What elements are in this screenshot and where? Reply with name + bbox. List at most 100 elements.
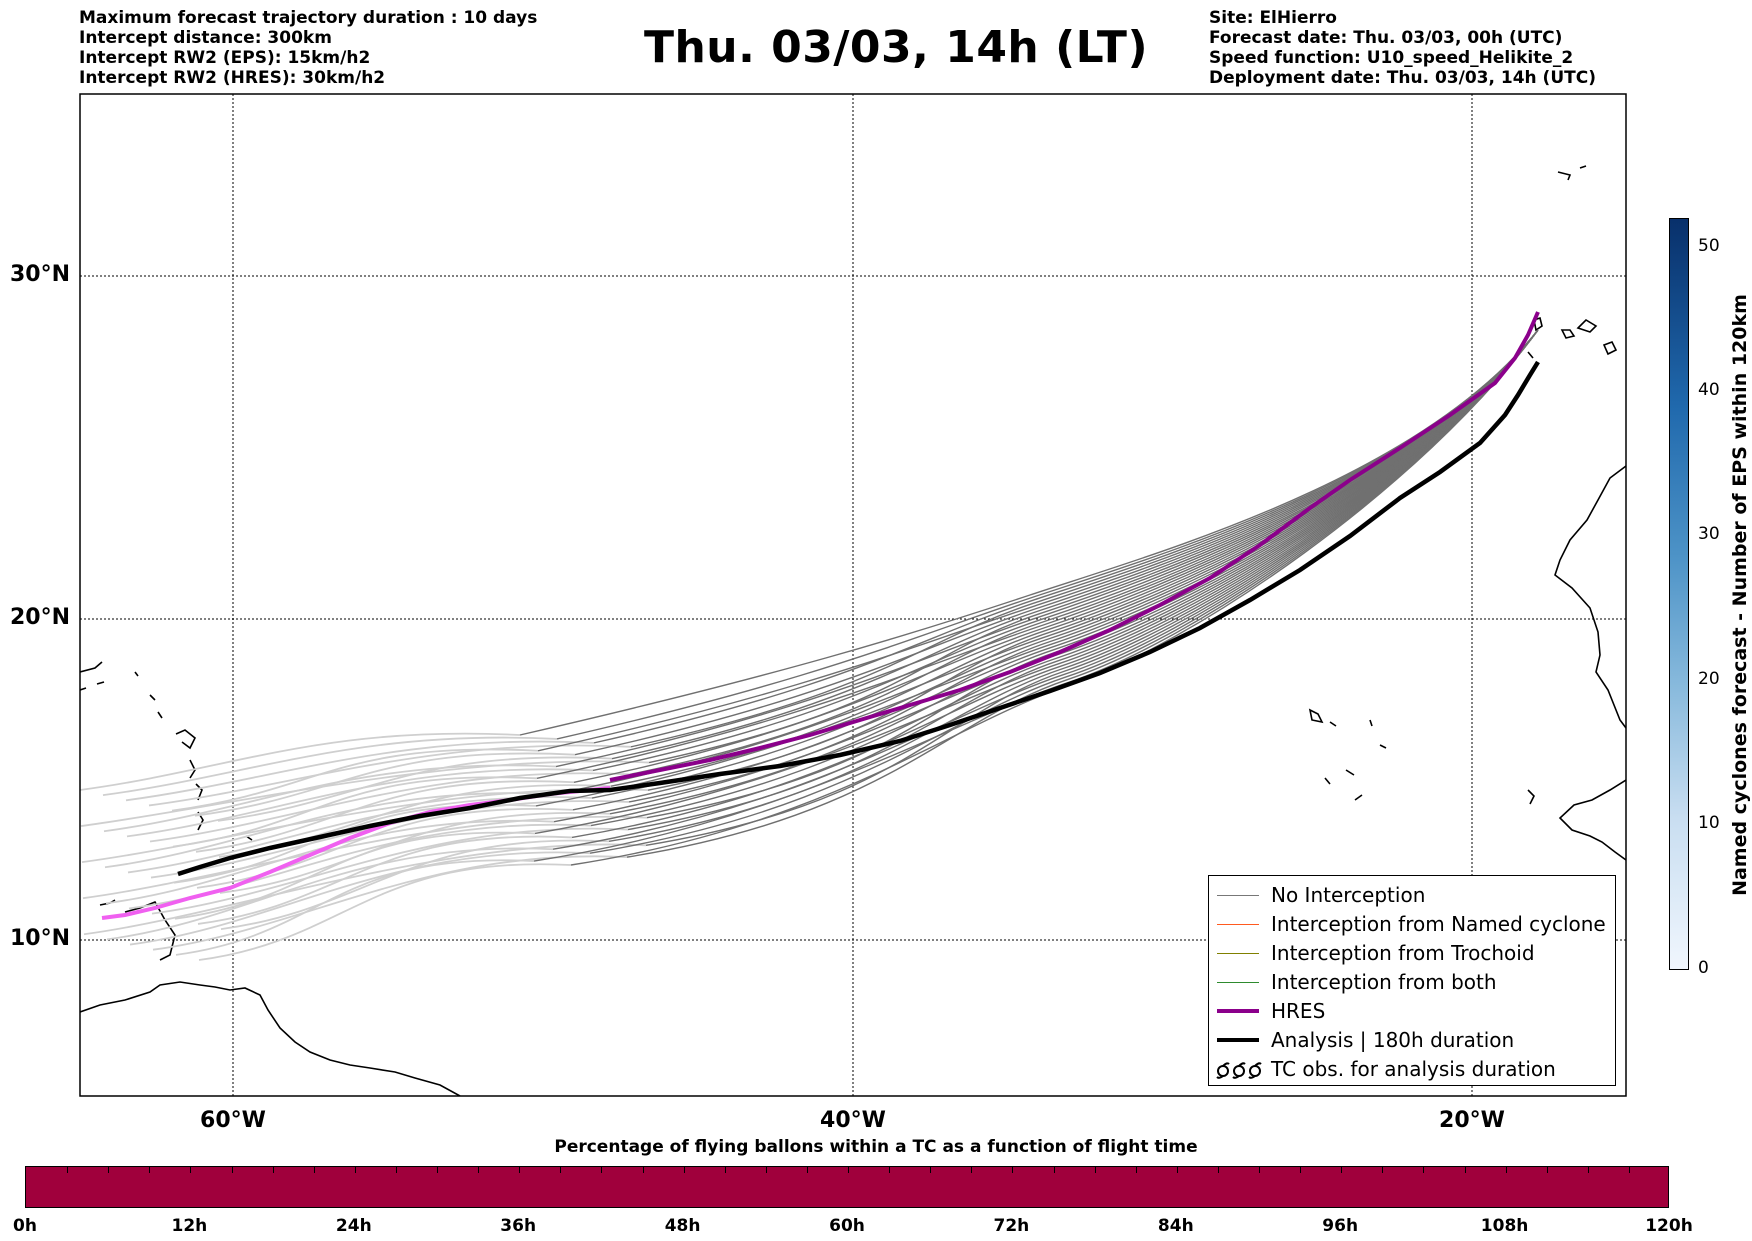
eps-trajectory-early bbox=[217, 756, 613, 822]
percentage-tick: 108h bbox=[1480, 1216, 1529, 1236]
percentage-bar-minor-tick bbox=[889, 1167, 891, 1173]
percentage-bar-minor-tick bbox=[190, 1167, 192, 1173]
percentage-tick: 60h bbox=[829, 1216, 865, 1236]
eps-trajectory-early bbox=[194, 752, 576, 817]
info-line: Intercept distance: 300km bbox=[79, 28, 332, 48]
legend-label: HRES bbox=[1271, 999, 1326, 1023]
hres-trajectory bbox=[609, 311, 1540, 782]
info-line: Forecast date: Thu. 03/03, 00h (UTC) bbox=[1209, 28, 1563, 48]
percentage-bar-minor-tick bbox=[1464, 1167, 1466, 1173]
percentage-bar-minor-tick bbox=[478, 1167, 480, 1173]
eps-trajectory bbox=[535, 329, 1539, 807]
eps-trajectory bbox=[590, 329, 1539, 827]
percentage-bar-minor-tick bbox=[1217, 1167, 1219, 1173]
eps-trajectory bbox=[554, 329, 1539, 795]
eps-trajectory-early bbox=[175, 859, 535, 956]
info-right: Site: ElHierro Forecast date: Thu. 03/03… bbox=[1209, 8, 1596, 88]
eps-trajectory-early bbox=[106, 847, 554, 941]
percentage-bar-minor-tick bbox=[1135, 1167, 1137, 1173]
percentage-bar-minor-tick bbox=[1259, 1167, 1260, 1173]
percentage-bar-minor-tick bbox=[971, 1167, 973, 1173]
percentage-bar-minor-tick bbox=[1176, 1167, 1178, 1173]
percentage-bar-minor-tick bbox=[1382, 1167, 1384, 1173]
colorbar-tick: 30 bbox=[1698, 524, 1720, 544]
percentage-tick: 0h bbox=[13, 1216, 37, 1236]
map-frame bbox=[79, 93, 1627, 1097]
eps-trajectory-early bbox=[102, 736, 558, 797]
coast-africa-south bbox=[1558, 779, 1626, 861]
colorbar-tick: 10 bbox=[1698, 813, 1720, 833]
eps-trajectory-early bbox=[197, 835, 573, 925]
percentage-bar-minor-tick bbox=[354, 1167, 356, 1173]
percentage-bar-minor-tick bbox=[1341, 1167, 1343, 1173]
eps-trajectory bbox=[572, 329, 1539, 811]
legend-swatch bbox=[1217, 895, 1259, 896]
eps-trajectory-early bbox=[126, 768, 594, 838]
percentage-tick: 120h bbox=[1645, 1216, 1693, 1236]
percentage-bar-minor-tick bbox=[519, 1167, 521, 1173]
eps-trajectory-early bbox=[103, 764, 557, 833]
eps-trajectory-early bbox=[82, 815, 648, 900]
legend-label: No Interception bbox=[1271, 883, 1426, 907]
colorbar-tick: 20 bbox=[1698, 669, 1720, 689]
eps-trajectory-early bbox=[151, 827, 629, 915]
coast-south-america bbox=[80, 981, 461, 1096]
percentage-bar-minor-tick bbox=[642, 1167, 644, 1173]
percentage-tick: 96h bbox=[1322, 1216, 1359, 1236]
percentage-tick: 24h bbox=[335, 1216, 372, 1236]
percentage-bar-minor-tick bbox=[1094, 1167, 1096, 1173]
eps-trajectory-early bbox=[125, 740, 595, 802]
percentage-bar-minor-tick bbox=[313, 1167, 315, 1173]
eps-trajectory bbox=[552, 329, 1539, 850]
eps-trajectory-early bbox=[152, 855, 628, 951]
legend-label: TC obs. for analysis duration bbox=[1271, 1057, 1556, 1081]
percentage-bar-minor-tick bbox=[231, 1167, 233, 1173]
percentage-bar-minor-tick bbox=[1628, 1167, 1630, 1173]
eps-trajectory-early bbox=[171, 748, 539, 812]
percentage-tick: 84h bbox=[1157, 1216, 1194, 1236]
percentage-bar-minor-tick bbox=[683, 1167, 685, 1173]
eps-trajectory bbox=[555, 329, 1539, 768]
eps-trajectory bbox=[571, 329, 1539, 839]
percentage-bar-minor-tick bbox=[1587, 1167, 1589, 1173]
map-legend: No Interception Interception from Named … bbox=[1208, 875, 1616, 1086]
eps-trajectory-early bbox=[195, 780, 575, 853]
coast-cape-verde bbox=[1308, 708, 1387, 801]
eps-trajectory bbox=[589, 329, 1539, 854]
legend-label: Interception from Trochoid bbox=[1271, 941, 1535, 965]
eps-trajectory-early bbox=[198, 863, 572, 961]
legend-label: Analysis | 180h duration bbox=[1271, 1028, 1515, 1052]
eps-trajectory bbox=[536, 329, 1539, 780]
eps-count-colorbar bbox=[1669, 218, 1689, 970]
percentage-bar-minor-tick bbox=[601, 1167, 603, 1173]
legend-item: Interception from both bbox=[1209, 969, 1615, 998]
percentage-tick: 48h bbox=[664, 1216, 701, 1236]
percentage-bar-minor-tick bbox=[272, 1167, 274, 1173]
colorbar-label: Named cyclones forecast - Number of EPS … bbox=[1729, 294, 1751, 896]
info-line: Deployment date: Thu. 03/03, 14h (UTC) bbox=[1209, 68, 1596, 88]
legend-swatch bbox=[1217, 982, 1259, 983]
legend-label: Interception from both bbox=[1271, 970, 1497, 994]
eps-trajectory bbox=[573, 329, 1539, 783]
percentage-bar-minor-tick bbox=[848, 1167, 849, 1173]
eps-trajectory bbox=[534, 329, 1539, 835]
lon-label: 40°W bbox=[820, 1108, 886, 1133]
coast-canaries bbox=[1527, 316, 1618, 359]
eps-trajectory-early bbox=[129, 851, 591, 946]
coastlines bbox=[80, 165, 1626, 1096]
legend-label: Interception from Named cyclone bbox=[1271, 912, 1606, 936]
eps-trajectory-early bbox=[148, 744, 632, 807]
percentage-bar-minor-tick bbox=[765, 1167, 767, 1173]
lat-label: 10°N bbox=[9, 926, 70, 951]
legend-item: Interception from Trochoid bbox=[1209, 940, 1615, 969]
eps-trajectory-early bbox=[174, 831, 536, 920]
lat-label: 30°N bbox=[9, 262, 70, 287]
percentage-bar-minor-tick bbox=[437, 1167, 438, 1173]
info-line: Site: ElHierro bbox=[1209, 8, 1337, 28]
cyclone-symbols-icon bbox=[1216, 1062, 1262, 1079]
legend-item: Interception from Named cyclone bbox=[1209, 911, 1615, 940]
percentage-bar-minor-tick bbox=[67, 1167, 69, 1173]
eps-trajectory-early bbox=[105, 819, 555, 905]
percentage-bar-minor-tick bbox=[1423, 1167, 1425, 1173]
percentage-tick: 12h bbox=[171, 1216, 208, 1236]
